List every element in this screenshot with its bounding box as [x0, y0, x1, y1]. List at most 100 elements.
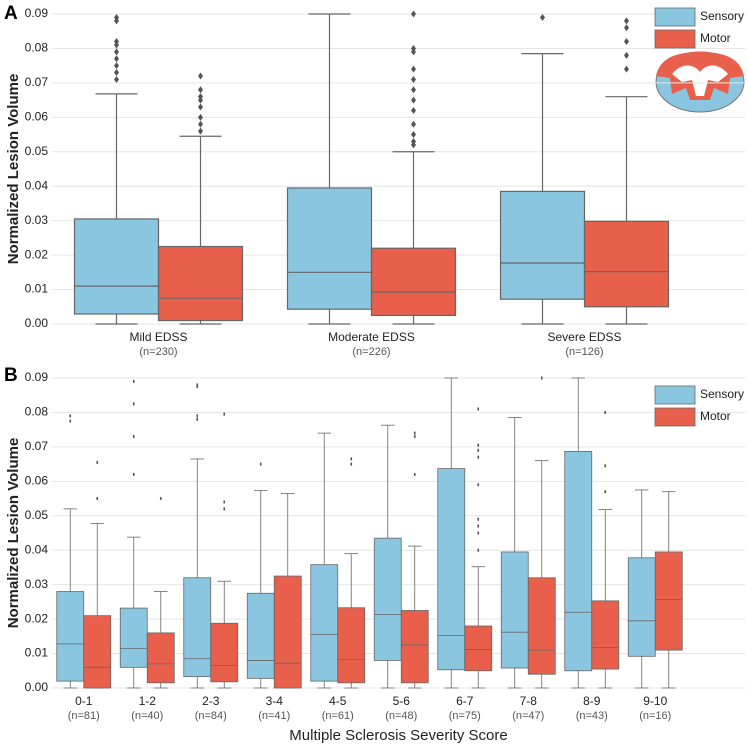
flier	[198, 86, 203, 94]
y-axis-label: Normalized Lesion Volume	[5, 438, 22, 629]
flier	[411, 86, 416, 94]
flier	[198, 103, 203, 111]
y-tick-label: 0.01	[25, 282, 49, 296]
flier	[411, 10, 416, 18]
x-tick-label: 0-1	[75, 694, 93, 708]
x-tick-label: 2-3	[202, 694, 220, 708]
box	[583, 220, 670, 308]
flier	[411, 131, 416, 139]
flier	[477, 548, 480, 552]
legend-label: Motor	[700, 31, 731, 45]
flier	[624, 24, 629, 32]
flier	[196, 383, 199, 387]
flier	[223, 412, 226, 416]
flier	[411, 96, 416, 104]
flier	[96, 497, 99, 501]
flier	[411, 120, 416, 128]
x-tick-sublabel: (n=84)	[195, 710, 227, 722]
box	[464, 625, 493, 672]
x-tick-sublabel: (n=41)	[258, 710, 290, 722]
box	[273, 575, 302, 689]
flier	[411, 141, 416, 149]
flier	[411, 106, 416, 114]
legend-label: Sensory	[700, 387, 744, 401]
flier	[132, 402, 135, 406]
flier	[540, 376, 543, 380]
box	[591, 600, 620, 670]
y-tick-label: 0.02	[25, 247, 49, 261]
x-tick-label: 1-2	[139, 694, 157, 708]
box	[83, 615, 112, 689]
flier	[114, 41, 119, 49]
y-tick-label: 0.06	[25, 110, 49, 124]
flier	[624, 51, 629, 59]
flier	[350, 462, 353, 466]
box	[500, 551, 529, 669]
y-tick-label: 0.03	[25, 577, 49, 591]
flier	[413, 435, 416, 439]
box	[527, 577, 556, 675]
x-tick-sublabel: (n=61)	[322, 710, 354, 722]
flier	[198, 113, 203, 121]
y-tick-label: 0.05	[25, 508, 49, 522]
flier	[259, 462, 262, 466]
y-tick-label: 0.07	[25, 439, 49, 453]
flier	[114, 62, 119, 70]
flier	[411, 48, 416, 56]
flier	[159, 497, 162, 501]
legend-label: Motor	[700, 409, 731, 423]
flier	[477, 517, 480, 521]
y-tick-label: 0.09	[25, 6, 49, 20]
y-tick-label: 0.03	[25, 213, 49, 227]
x-tick-sublabel: (n=43)	[576, 710, 608, 722]
spinal-cord-icon	[655, 51, 745, 113]
y-tick-label: 0.07	[25, 75, 49, 89]
x-tick-label: 3-4	[266, 694, 284, 708]
flier	[624, 17, 629, 25]
x-axis-label: Multiple Sclerosis Severity Score	[289, 727, 507, 744]
y-axis-label: Normalized Lesion Volume	[5, 74, 22, 265]
x-tick-sublabel: (n=47)	[512, 710, 544, 722]
flier	[604, 490, 607, 494]
box	[499, 190, 586, 300]
box	[246, 592, 275, 679]
box	[564, 450, 593, 672]
flier	[624, 65, 629, 73]
panel-label: A	[4, 3, 18, 24]
legend-swatch	[654, 407, 696, 427]
box	[437, 468, 466, 671]
flier	[114, 48, 119, 56]
legend-label: Sensory	[700, 9, 744, 23]
box	[370, 247, 457, 316]
x-tick-sublabel: (n=48)	[385, 710, 417, 722]
flier	[477, 448, 480, 452]
flier	[477, 483, 480, 487]
x-tick-label: 7-8	[520, 694, 538, 708]
flier	[132, 472, 135, 476]
box	[146, 632, 175, 684]
y-tick-label: 0.04	[25, 178, 49, 192]
y-tick-label: 0.09	[25, 370, 49, 384]
flier	[350, 457, 353, 461]
flier	[196, 417, 199, 421]
flier	[69, 419, 72, 423]
box	[373, 537, 402, 661]
flier	[477, 407, 480, 411]
legend-swatch	[654, 385, 696, 405]
flier	[198, 127, 203, 135]
x-tick-label: 5-6	[393, 694, 411, 708]
flier	[411, 75, 416, 83]
x-tick-label: Severe EDSS	[547, 330, 621, 344]
box	[56, 591, 85, 682]
x-tick-label: Mild EDSS	[129, 330, 187, 344]
flier	[196, 385, 199, 389]
flier	[132, 379, 135, 383]
flier	[114, 17, 119, 25]
box	[654, 551, 683, 651]
flier	[477, 455, 480, 459]
box	[310, 564, 339, 682]
y-tick-label: 0.00	[25, 680, 49, 694]
x-tick-sublabel: (n=81)	[68, 710, 100, 722]
x-tick-sublabel: (n=126)	[565, 346, 603, 358]
flier	[114, 75, 119, 83]
